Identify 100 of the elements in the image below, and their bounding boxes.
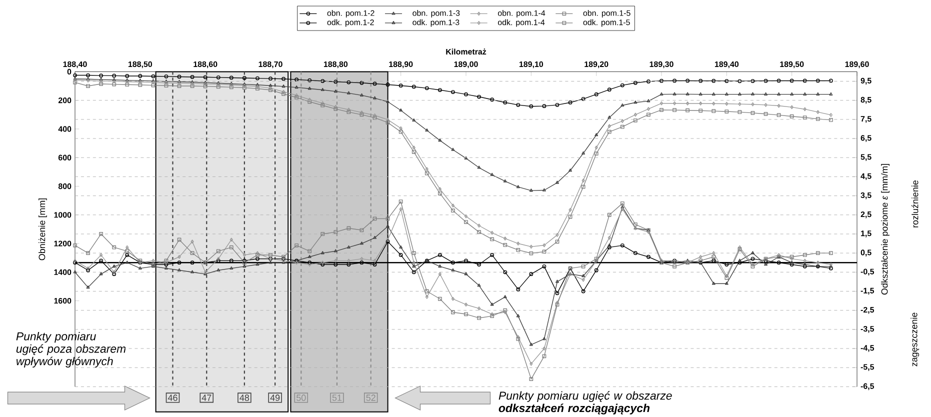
point <box>776 78 781 83</box>
point <box>177 84 182 88</box>
point <box>451 148 455 151</box>
point <box>542 250 546 254</box>
point <box>112 264 116 268</box>
point <box>334 262 338 266</box>
point <box>256 76 260 80</box>
point <box>608 236 611 240</box>
point <box>582 151 586 154</box>
point <box>529 104 534 108</box>
point <box>776 113 781 118</box>
point <box>100 253 103 257</box>
point <box>203 75 208 80</box>
point <box>490 302 494 306</box>
point <box>451 204 455 208</box>
point <box>712 92 716 96</box>
point <box>399 126 402 130</box>
point <box>372 116 377 120</box>
point <box>360 256 364 261</box>
point <box>503 179 507 182</box>
text: 52 <box>366 394 376 401</box>
point <box>320 79 325 83</box>
point <box>790 114 794 118</box>
point <box>398 200 403 204</box>
point <box>529 342 533 346</box>
point <box>633 118 638 122</box>
point <box>86 73 90 78</box>
point <box>790 260 794 264</box>
point <box>138 82 142 87</box>
point <box>503 243 508 247</box>
point <box>582 278 585 282</box>
point <box>738 92 742 96</box>
point <box>477 306 481 310</box>
point <box>412 146 416 150</box>
point <box>764 112 768 116</box>
point <box>802 253 807 257</box>
point <box>529 377 534 382</box>
point <box>542 264 546 268</box>
point <box>438 88 442 92</box>
point <box>686 92 690 96</box>
point <box>229 76 234 80</box>
point <box>99 82 104 86</box>
point <box>686 102 690 106</box>
point <box>529 251 534 256</box>
point <box>712 251 716 256</box>
point <box>490 230 494 235</box>
point <box>581 96 586 101</box>
point <box>294 96 299 100</box>
point <box>568 100 572 104</box>
text: 50 <box>296 394 306 401</box>
point <box>360 80 364 85</box>
point <box>646 112 650 117</box>
point <box>424 289 429 294</box>
point <box>802 116 807 120</box>
point <box>256 86 260 91</box>
point <box>816 110 820 114</box>
point <box>177 74 182 79</box>
point <box>725 102 728 106</box>
point <box>490 237 494 242</box>
point <box>126 245 129 250</box>
point <box>529 272 534 276</box>
point <box>268 253 272 257</box>
point <box>256 256 260 261</box>
point <box>347 258 350 263</box>
point <box>86 84 90 88</box>
point <box>424 86 429 90</box>
point <box>581 289 586 294</box>
point <box>620 83 624 88</box>
point <box>464 214 468 218</box>
point <box>777 104 780 108</box>
point <box>412 270 416 274</box>
annotation: Punkty pomiaru ugięć poza obszarem wpływów głównych <box>16 332 126 368</box>
point <box>607 212 612 217</box>
point <box>803 107 806 112</box>
point <box>542 346 546 350</box>
point <box>216 84 220 89</box>
point <box>112 82 116 86</box>
point <box>438 187 442 192</box>
point <box>750 79 755 83</box>
point <box>438 253 442 257</box>
point <box>477 262 481 266</box>
point <box>373 96 376 100</box>
point <box>634 100 638 104</box>
point <box>438 296 442 301</box>
point <box>594 152 598 156</box>
point <box>451 90 455 94</box>
point <box>398 84 403 88</box>
point <box>334 230 338 234</box>
point <box>633 80 638 85</box>
point <box>464 302 468 307</box>
point <box>738 110 742 114</box>
point <box>125 74 130 78</box>
point <box>125 82 130 87</box>
point <box>556 280 559 283</box>
point <box>594 146 598 150</box>
point <box>216 75 220 80</box>
point <box>594 92 598 96</box>
point <box>177 260 182 265</box>
point <box>724 110 729 114</box>
point <box>386 100 390 103</box>
